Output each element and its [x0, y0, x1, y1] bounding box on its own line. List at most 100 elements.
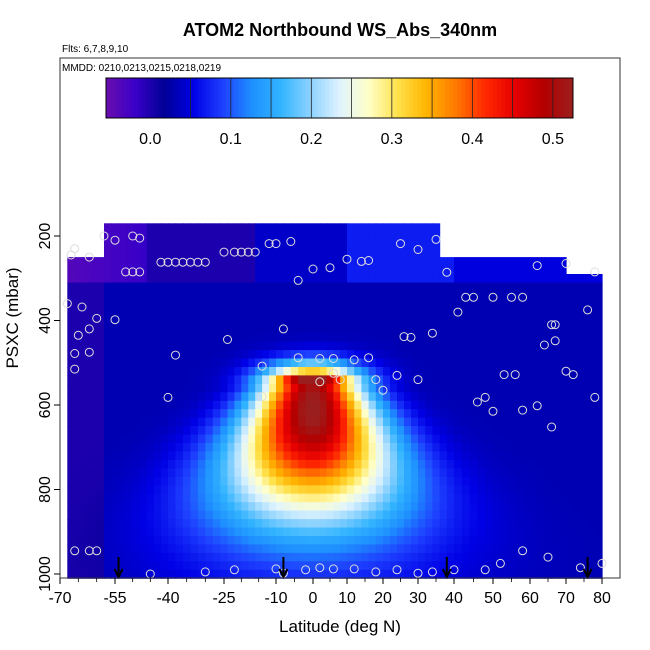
heatmap-cell [212, 569, 221, 579]
heatmap-cell [461, 257, 471, 267]
heatmap-cell [146, 231, 155, 241]
heatmap-cell [544, 350, 553, 360]
sample-point [62, 299, 72, 309]
heatmap-cell [319, 552, 328, 562]
heatmap-cell [168, 552, 177, 562]
heatmap-cell [146, 561, 155, 571]
heatmap-cell [74, 552, 83, 562]
heatmap-cell [160, 493, 169, 503]
heatmap-cell [283, 223, 292, 233]
heatmap-cell [390, 426, 398, 436]
heatmap-cell [446, 307, 455, 317]
heatmap-cell [411, 510, 419, 520]
colorbar-swatch [449, 78, 454, 118]
heatmap-cell [594, 536, 603, 546]
heatmap-cell [241, 443, 249, 453]
heatmap-cell [82, 459, 90, 469]
heatmap-cell [461, 299, 471, 309]
heatmap-cell [432, 350, 441, 360]
heatmap-cell [313, 443, 321, 453]
heatmap-cell [269, 316, 277, 326]
heatmap-cell [354, 392, 362, 402]
x-tick-label: -10 [264, 590, 287, 607]
heatmap-cell [290, 527, 299, 537]
heatmap-cell [313, 451, 321, 461]
heatmap-cell [139, 383, 148, 393]
heatmap-cell [111, 223, 120, 233]
sample-point [356, 256, 366, 266]
heatmap-cell [397, 333, 405, 343]
heatmap-cell [290, 468, 299, 478]
sample-point [583, 305, 593, 315]
heatmap-cell [333, 409, 341, 419]
heatmap-cell [82, 502, 90, 512]
sample-point [92, 546, 102, 556]
heatmap-cell [469, 426, 478, 436]
heatmap-cell [418, 451, 426, 461]
x-tick-label: 50 [484, 590, 502, 607]
colorbar-swatch [169, 78, 175, 118]
heatmap-cell [82, 282, 90, 292]
heatmap-cell [558, 282, 567, 292]
heatmap-cell [418, 552, 426, 562]
colorbar-swatch [529, 78, 534, 118]
heatmap-cell [432, 443, 441, 453]
colorbar-swatch [165, 78, 171, 118]
heatmap-cell [432, 299, 441, 309]
heatmap-cell [290, 502, 299, 512]
heatmap-cell [125, 409, 134, 419]
colorbar-swatch [285, 78, 291, 118]
heatmap-cell [404, 367, 412, 376]
heatmap-cell [515, 282, 524, 292]
heatmap-cell [500, 417, 509, 427]
heatmap-cell [383, 426, 391, 436]
heatmap-cell [425, 527, 433, 537]
heatmap-cell [354, 400, 362, 410]
heatmap-cell [241, 409, 249, 419]
heatmap-cell [298, 248, 307, 258]
heatmap-cell [580, 409, 589, 419]
heatmap-cell [153, 552, 162, 562]
heatmap-cell [74, 476, 83, 486]
heatmap-cell [454, 333, 463, 343]
heatmap-cell [537, 493, 545, 503]
heatmap-cell [197, 341, 206, 351]
heatmap-cell [205, 527, 214, 537]
heatmap-cell [111, 333, 120, 343]
heatmap-cell [425, 468, 433, 478]
sample-point [518, 546, 528, 556]
heatmap-cell [515, 316, 524, 326]
colorbar-swatch [121, 78, 127, 118]
heatmap-cell [276, 333, 284, 343]
heatmap-cell [390, 468, 398, 478]
heatmap-cell [227, 527, 235, 537]
heatmap-cell [118, 282, 127, 292]
heatmap-cell [118, 409, 127, 419]
heatmap-cell [587, 290, 596, 300]
heatmap-cell [212, 231, 221, 241]
heatmap-cell [485, 333, 494, 343]
heatmap-cell [212, 392, 221, 402]
heatmap-cell [319, 417, 328, 427]
sample-point [325, 263, 335, 273]
heatmap-cell [375, 459, 384, 469]
heatmap-cell [67, 443, 76, 453]
heatmap-cell [153, 527, 162, 537]
heatmap-cell [383, 307, 391, 317]
heatmap-cell [319, 290, 328, 300]
heatmap-cell [566, 536, 574, 546]
heatmap-cell [269, 443, 277, 453]
sample-point [539, 340, 549, 350]
heatmap-cell [255, 333, 263, 343]
heatmap-cell [153, 341, 162, 351]
sample-point [308, 264, 318, 274]
heatmap-cell [537, 476, 545, 486]
heatmap-cell [160, 316, 169, 326]
heatmap-cell [153, 519, 162, 529]
heatmap-cell [118, 485, 127, 495]
heatmap-cell [241, 468, 249, 478]
heatmap-cell [248, 451, 256, 461]
colorbar-swatch [106, 78, 111, 118]
heatmap-cell [530, 468, 538, 478]
heatmap-cell [432, 392, 441, 402]
